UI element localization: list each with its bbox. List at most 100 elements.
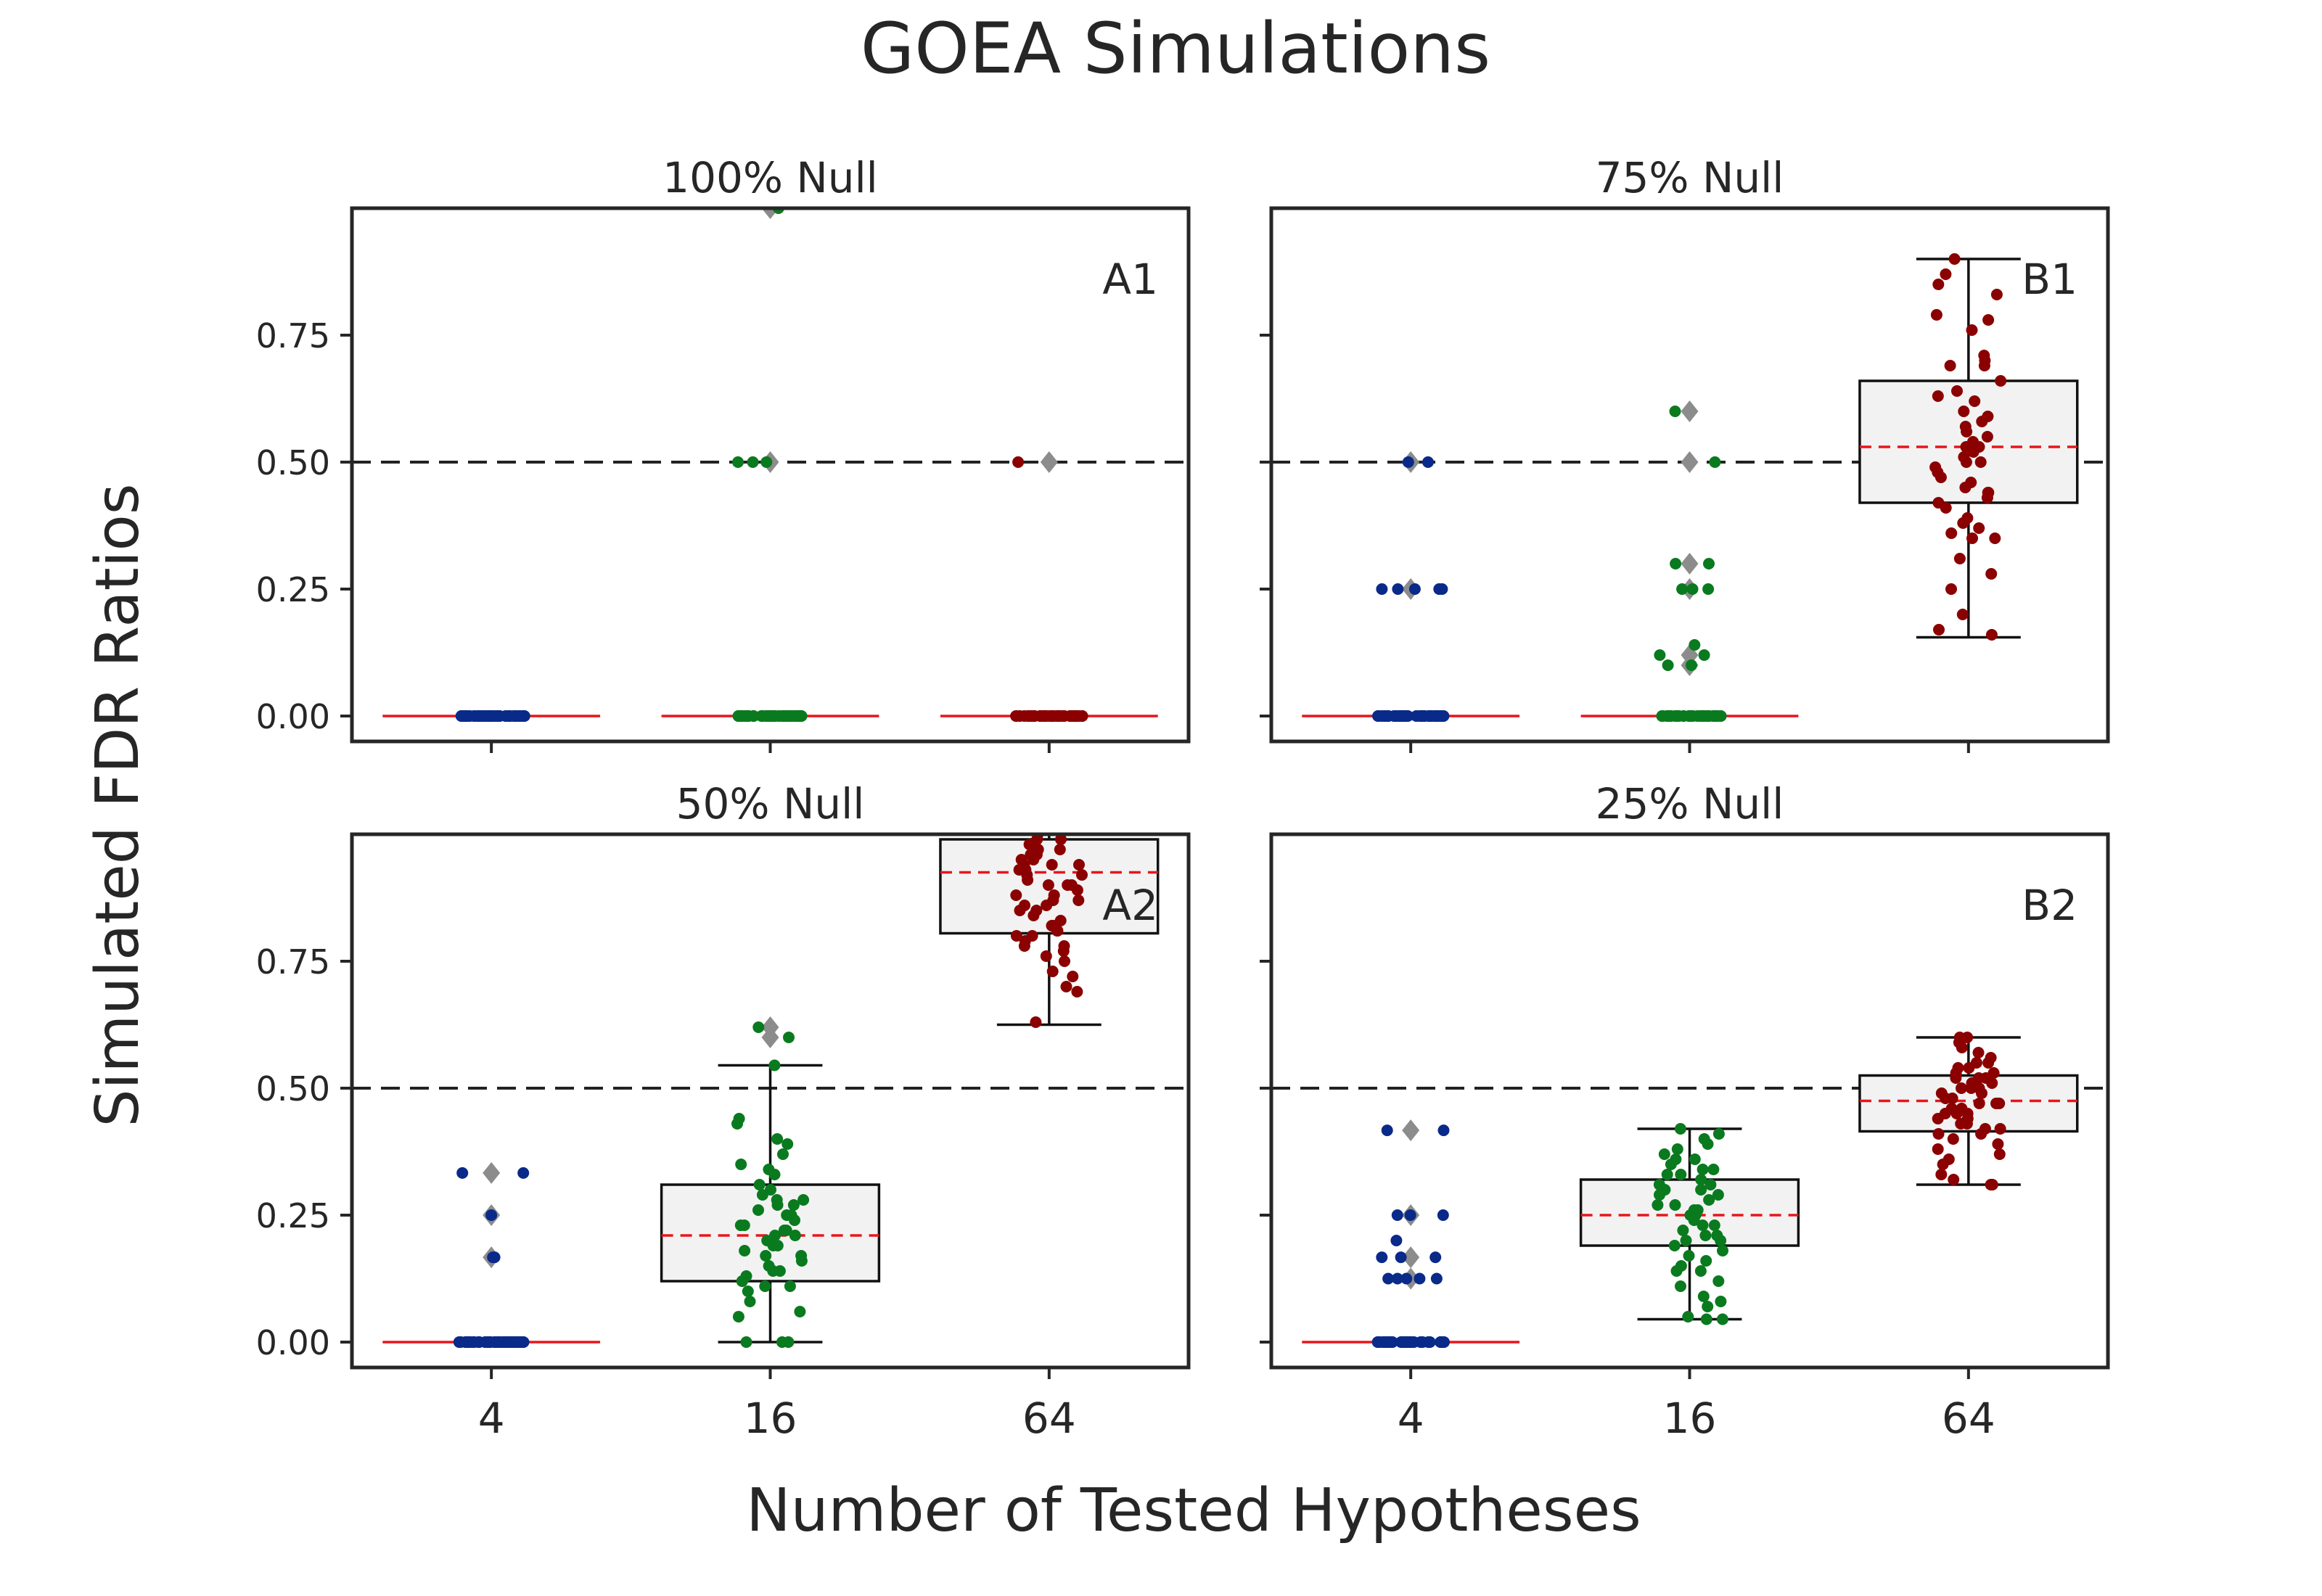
data-point bbox=[760, 456, 773, 468]
data-point bbox=[777, 1148, 789, 1160]
data-point bbox=[1047, 920, 1059, 931]
data-point bbox=[517, 1167, 530, 1179]
data-point bbox=[1989, 532, 2001, 544]
data-point bbox=[1047, 894, 1059, 906]
panel-title: 75% Null bbox=[1596, 153, 1784, 202]
data-point bbox=[1700, 1313, 1712, 1325]
data-point bbox=[1955, 1118, 1967, 1130]
data-point bbox=[1969, 395, 1981, 407]
data-point bbox=[462, 710, 475, 722]
group-4 bbox=[1302, 1119, 1520, 1348]
y-tick-label: 0.00 bbox=[256, 697, 330, 736]
data-point bbox=[1932, 1143, 1944, 1155]
data-point bbox=[1042, 879, 1054, 891]
data-point bbox=[1985, 568, 1998, 580]
panel-label: B1 bbox=[2022, 255, 2077, 304]
data-point bbox=[487, 1251, 499, 1264]
group-64 bbox=[939, 834, 1160, 1028]
data-point bbox=[1376, 583, 1388, 595]
data-point bbox=[1707, 1164, 1720, 1175]
data-point bbox=[1699, 1230, 1712, 1241]
data-point bbox=[1975, 1128, 1987, 1140]
data-point bbox=[768, 1059, 781, 1071]
data-point bbox=[1670, 558, 1682, 569]
box-iqr bbox=[939, 838, 1160, 935]
data-point bbox=[493, 710, 506, 722]
data-point bbox=[1932, 279, 1945, 290]
data-point bbox=[1961, 426, 1973, 437]
data-point bbox=[1981, 431, 1993, 443]
data-point bbox=[1422, 456, 1434, 468]
data-point bbox=[769, 1230, 781, 1241]
data-point bbox=[1702, 583, 1715, 595]
data-point bbox=[1716, 1313, 1728, 1325]
data-point bbox=[517, 1336, 529, 1348]
data-point bbox=[1697, 1219, 1709, 1231]
x-tick-label: 4 bbox=[478, 1394, 505, 1443]
data-point bbox=[1405, 1336, 1417, 1348]
data-point bbox=[1689, 639, 1701, 651]
data-point bbox=[1956, 609, 1969, 620]
data-point bbox=[1067, 971, 1079, 982]
data-point bbox=[1678, 710, 1690, 722]
data-point bbox=[1963, 1062, 1975, 1074]
data-point bbox=[1675, 1280, 1686, 1292]
data-point bbox=[1932, 1113, 1944, 1124]
data-point bbox=[1945, 583, 1957, 595]
outlier-marker bbox=[1681, 553, 1699, 575]
data-point bbox=[1065, 879, 1078, 891]
data-point bbox=[1430, 1272, 1443, 1285]
data-point bbox=[502, 1336, 514, 1348]
data-point bbox=[1686, 659, 1697, 671]
data-point bbox=[477, 710, 490, 722]
group-4 bbox=[382, 1161, 601, 1348]
data-point bbox=[1046, 859, 1058, 871]
data-point bbox=[1682, 1311, 1694, 1323]
panel-label: B2 bbox=[2022, 881, 2077, 930]
data-point bbox=[742, 1286, 754, 1297]
data-point bbox=[1676, 583, 1689, 595]
data-point bbox=[485, 1209, 498, 1221]
group-64 bbox=[940, 451, 1158, 722]
data-point bbox=[1046, 966, 1059, 977]
data-point bbox=[1940, 268, 1952, 280]
data-point bbox=[1974, 456, 1987, 468]
y-tick-label: 0.50 bbox=[256, 1069, 330, 1108]
group-64 bbox=[1858, 253, 2079, 641]
data-point bbox=[784, 710, 797, 722]
panel-frame bbox=[350, 832, 1191, 1370]
data-point bbox=[1382, 1272, 1395, 1285]
data-point bbox=[732, 1311, 744, 1323]
data-point bbox=[760, 710, 772, 722]
data-point bbox=[1027, 839, 1040, 850]
data-point bbox=[1933, 624, 1945, 635]
data-point bbox=[795, 1250, 808, 1262]
data-point bbox=[782, 1336, 795, 1348]
data-point bbox=[1040, 950, 1052, 962]
data-point bbox=[1982, 487, 1995, 498]
data-point bbox=[1993, 1148, 2006, 1160]
data-point bbox=[1021, 869, 1033, 881]
data-point bbox=[1957, 517, 1969, 529]
data-point bbox=[1060, 981, 1072, 992]
data-point bbox=[1712, 1275, 1725, 1287]
x-tick-label: 16 bbox=[1663, 1394, 1717, 1443]
data-point bbox=[1381, 1124, 1393, 1137]
data-point bbox=[1689, 1153, 1701, 1165]
data-point bbox=[461, 1336, 473, 1348]
data-point bbox=[1374, 710, 1385, 722]
data-point bbox=[1012, 456, 1025, 468]
outlier-marker bbox=[1681, 400, 1699, 422]
data-point bbox=[1416, 1336, 1429, 1348]
data-point bbox=[1704, 1179, 1717, 1190]
data-point bbox=[1698, 649, 1710, 661]
y-tick-label: 0.25 bbox=[256, 1196, 330, 1235]
data-point bbox=[1067, 710, 1079, 722]
data-point bbox=[1937, 1159, 1949, 1170]
data-point bbox=[1686, 583, 1699, 595]
outlier-marker bbox=[1681, 451, 1699, 473]
data-point bbox=[732, 456, 744, 468]
data-point bbox=[1073, 859, 1085, 871]
data-point bbox=[1680, 1235, 1692, 1246]
